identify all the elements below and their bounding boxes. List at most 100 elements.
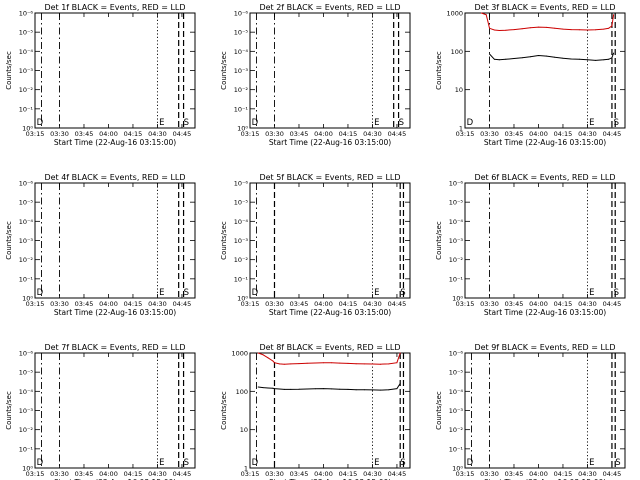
- x-tick-label: 04:45: [388, 300, 407, 308]
- plot-frame: [249, 12, 411, 129]
- x-tick-label: 03:15: [241, 470, 260, 478]
- event-flag-label: S: [615, 458, 620, 468]
- series-point: [538, 26, 539, 28]
- chart-title: Det 1f BLACK = Events, RED = LLD: [44, 3, 185, 12]
- series-point: [521, 57, 523, 59]
- y-tick-label: 10⁻⁴: [234, 218, 249, 226]
- chart-title: Det 2f BLACK = Events, RED = LLD: [259, 3, 400, 12]
- series-point: [298, 363, 300, 365]
- x-tick-label: 03:30: [480, 300, 499, 308]
- y-tick-label: 10⁻⁶: [19, 350, 34, 358]
- x-tick-label: 04:30: [363, 130, 382, 138]
- series-point: [546, 55, 548, 57]
- event-flag-label: E: [374, 458, 379, 468]
- x-tick-label: 03:15: [241, 300, 260, 308]
- series-point: [603, 59, 605, 61]
- series-point: [272, 387, 274, 389]
- y-tick-label: 10⁰: [452, 465, 463, 473]
- y-tick-label: 10⁻⁵: [234, 29, 249, 37]
- event-flag-label: S: [399, 118, 404, 128]
- series-point: [399, 352, 401, 354]
- x-tick-label: 04:00: [99, 300, 118, 308]
- series-point: [355, 389, 357, 391]
- x-axis-label: Start Time (22-Aug-16 03:15:00): [54, 138, 176, 147]
- event-flag-label: E: [589, 288, 594, 298]
- series-point: [298, 388, 300, 390]
- x-tick-label: 04:30: [363, 300, 382, 308]
- x-tick-label: 03:30: [265, 470, 284, 478]
- chart-title: Det 6f BLACK = Events, RED = LLD: [474, 173, 615, 182]
- x-tick-label: 03:30: [50, 470, 69, 478]
- x-tick-label: 04:00: [314, 130, 333, 138]
- series-point: [380, 363, 382, 365]
- series-point: [323, 362, 324, 364]
- x-tick-label: 03:30: [265, 300, 284, 308]
- y-axis-label: Counts/sec: [220, 221, 228, 260]
- plot-frame: [34, 12, 196, 129]
- x-axis-label: Start Time (22-Aug-16 03:15:00): [54, 308, 176, 317]
- y-tick-label: 10⁻¹: [449, 445, 464, 453]
- series-line-events: [258, 383, 401, 391]
- x-tick-label: 04:30: [148, 300, 167, 308]
- x-tick-label: 03:15: [26, 130, 45, 138]
- series-point: [489, 53, 490, 55]
- x-tick-label: 04:45: [173, 470, 192, 478]
- x-tick-label: 04:30: [148, 470, 167, 478]
- series-point: [380, 389, 382, 391]
- series-point: [274, 362, 275, 364]
- x-axis-label: Start Time (22-Aug-16 03:15:00): [484, 308, 606, 317]
- y-tick-label: 1: [244, 465, 248, 473]
- x-tick-label: 03:30: [480, 470, 499, 478]
- event-flag-label: S: [184, 458, 189, 468]
- x-axis-label: Start Time (22-Aug-16 03:15:00): [54, 478, 176, 480]
- series-point: [586, 59, 588, 61]
- x-tick-label: 04:00: [314, 470, 333, 478]
- y-tick-label: 10⁻⁵: [449, 369, 464, 377]
- series-point: [363, 363, 365, 365]
- x-tick-label: 04:15: [339, 470, 358, 478]
- y-tick-label: 10⁻⁶: [19, 180, 34, 188]
- x-tick-label: 04:45: [173, 300, 192, 308]
- x-tick-label: 04:30: [578, 300, 597, 308]
- y-tick-label: 10⁻⁶: [234, 180, 249, 188]
- series-point: [603, 28, 605, 30]
- y-tick-label: 1000: [231, 350, 248, 358]
- event-flag-label: S: [400, 288, 405, 298]
- y-tick-label: 10⁻²: [449, 256, 464, 264]
- event-flag-label: E: [159, 458, 164, 468]
- series-point: [493, 58, 495, 60]
- y-tick-label: 10⁻⁴: [449, 218, 464, 226]
- x-tick-label: 03:45: [505, 300, 524, 308]
- series-point: [262, 387, 264, 389]
- series-point: [371, 389, 373, 391]
- x-tick-label: 04:15: [554, 470, 573, 478]
- event-flag-label: E: [159, 288, 164, 298]
- series-point: [396, 362, 398, 364]
- x-tick-label: 04:00: [99, 130, 118, 138]
- series-point: [513, 29, 515, 31]
- y-tick-label: 10⁻¹: [234, 275, 249, 283]
- series-point: [347, 388, 349, 390]
- plot-frame: [249, 352, 411, 469]
- series-point: [554, 56, 556, 58]
- x-tick-label: 03:30: [265, 130, 284, 138]
- event-flag-label: S: [400, 458, 405, 468]
- series-point: [257, 386, 259, 388]
- chart-panel-7: Det 7f BLACK = Events, RED = LLD 03:15 03:…: [5, 343, 196, 480]
- x-tick-label: 04:15: [124, 300, 143, 308]
- x-axis-label: Start Time (22-Aug-16 03:15:00): [484, 478, 606, 480]
- y-tick-label: 10⁻¹: [449, 275, 464, 283]
- plot-frame: [464, 352, 626, 469]
- x-axis-label: Start Time (22-Aug-16 03:15:00): [269, 478, 391, 480]
- y-tick-label: 10⁻¹: [19, 445, 34, 453]
- y-tick-label: 10⁻¹: [19, 105, 34, 113]
- x-tick-label: 03:15: [456, 470, 475, 478]
- series-point: [562, 28, 564, 30]
- plot-frame: [34, 182, 196, 299]
- x-tick-label: 03:30: [480, 130, 499, 138]
- y-axis-label: Counts/sec: [220, 51, 228, 90]
- series-point: [274, 388, 275, 390]
- chart-title: Det 7f BLACK = Events, RED = LLD: [44, 343, 185, 352]
- x-tick-label: 03:15: [26, 470, 45, 478]
